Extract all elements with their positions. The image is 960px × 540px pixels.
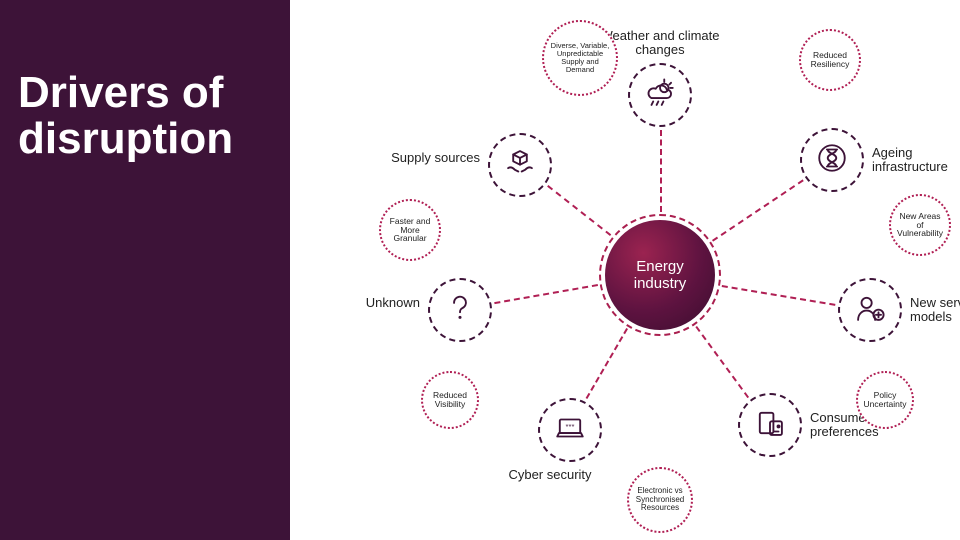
bubble-diverse: Diverse, Variable, Unpredictable Supply … [542,20,618,96]
spoke [548,185,612,236]
spoke [722,285,836,306]
icon-label-unknown: Unknown [320,296,420,310]
sidebar: Drivers of disruption [0,0,290,540]
center-label: Energy industry [605,258,715,293]
bubble-electronic: Electronic vs Synchronised Resources [627,467,693,533]
page-title: Drivers of disruption [18,70,272,162]
bubble-resiliency: Reduced Resiliency [799,29,861,91]
icon-node-service [838,278,902,342]
spoke [712,179,804,241]
icon-label-ageing: Ageing infrastructure [872,146,960,175]
spoke [696,326,750,398]
svg-text:***: *** [566,421,575,430]
user-plus-icon [853,291,887,330]
spoke [660,130,662,212]
icon-node-ageing [800,128,864,192]
bubble-policy: Policy Uncertainty [856,371,914,429]
spoke [586,328,629,399]
icon-node-consumer [738,393,802,457]
device-like-icon [753,406,787,445]
hourglass-icon [815,141,849,180]
cube-hands-icon [503,146,537,185]
question-icon [443,291,477,330]
icon-label-cyber: Cyber security [500,468,600,482]
weather-icon [643,76,677,115]
icon-node-weather [628,63,692,127]
icon-node-supply [488,133,552,197]
laptop-password-icon: *** [553,411,587,450]
icon-node-cyber: *** [538,398,602,462]
icon-label-service: New service models [910,296,960,325]
icon-node-unknown [428,278,492,342]
bubble-visibility: Reduced Visibility [421,371,479,429]
center-node: Energy industry [605,220,715,330]
bubble-granular: Faster and More Granular [379,199,441,261]
diagram-canvas: Energy industry Weather and climate chan… [290,0,960,540]
spoke [494,284,598,304]
bubble-vulnerability: New Areas of Vulnerability [889,194,951,256]
icon-label-supply: Supply sources [380,151,480,165]
